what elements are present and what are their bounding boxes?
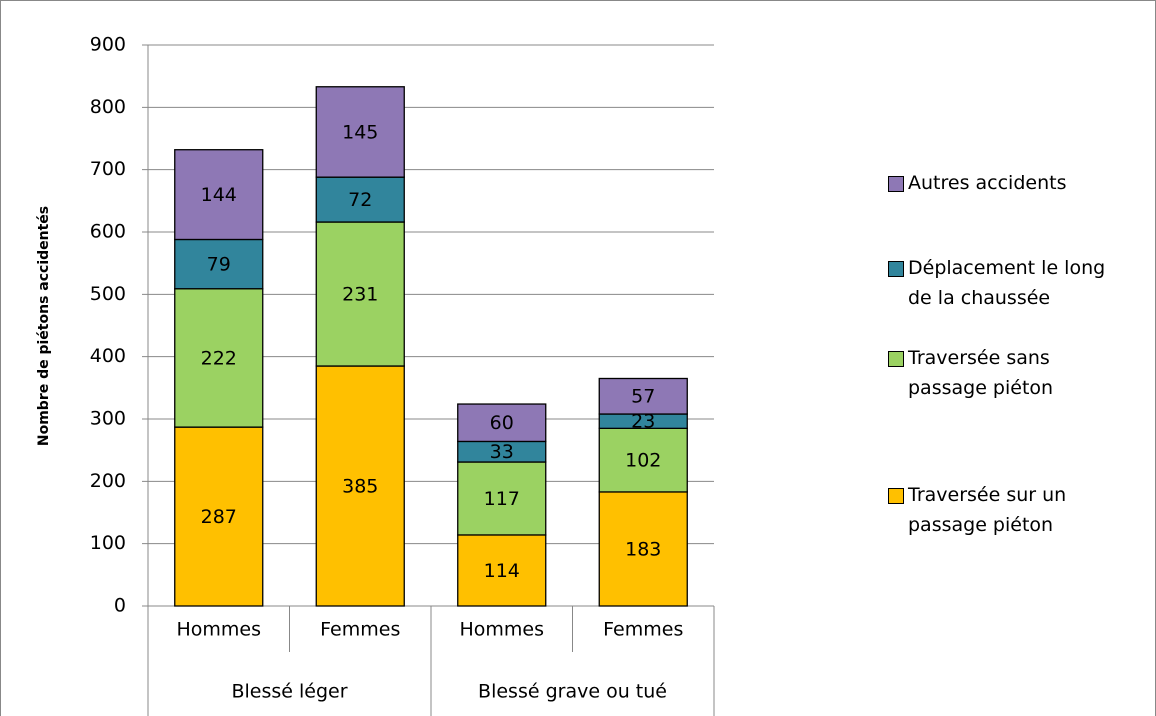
- bar-segment: [174, 149, 264, 241]
- y-tick-label: 300: [90, 408, 126, 430]
- y-tick-label: 600: [90, 221, 126, 243]
- x-tick-label: Hommes: [176, 619, 261, 641]
- group-label: Blessé léger: [231, 681, 347, 703]
- x-tick-label: Hommes: [459, 619, 544, 641]
- legend-swatch: [888, 488, 904, 504]
- y-tick-label: 800: [90, 96, 126, 118]
- legend-item: Traversée sans passage piéton: [888, 343, 1128, 403]
- legend-label: Traversée sans passage piéton: [908, 347, 1054, 399]
- data-label: 385: [342, 476, 378, 498]
- y-tick-label: 0: [114, 595, 126, 617]
- legend-item: Autres accidents: [888, 168, 1128, 198]
- bar-segment: [174, 288, 264, 428]
- bar-segment: [315, 176, 405, 223]
- y-tick-label: 500: [90, 283, 126, 305]
- group-label: Blessé grave ou tué: [478, 681, 667, 703]
- data-label: 72: [348, 189, 372, 211]
- data-label: 57: [631, 386, 655, 408]
- legend-swatch: [888, 261, 904, 277]
- legend-swatch: [888, 176, 904, 192]
- legend-item: Déplacement le long de la chaussée: [888, 253, 1128, 313]
- data-label: 231: [342, 284, 378, 306]
- x-tick-label: Femmes: [320, 619, 400, 641]
- y-tick-label: 700: [90, 158, 126, 180]
- legend-label: Traversée sur un passage piéton: [908, 484, 1067, 536]
- legend-item: Traversée sur un passage piéton: [888, 480, 1128, 540]
- data-label: 117: [484, 488, 520, 510]
- y-tick-label: 100: [90, 532, 126, 554]
- data-label: 144: [201, 184, 237, 206]
- bar-segment: [315, 221, 405, 367]
- data-label: 79: [207, 254, 231, 276]
- y-tick-label: 200: [90, 470, 126, 492]
- y-tick-label: 400: [90, 345, 126, 367]
- data-label: 60: [490, 412, 514, 434]
- data-label: 183: [625, 538, 661, 560]
- data-label: 102: [625, 450, 661, 472]
- data-label: 23: [631, 411, 655, 433]
- data-label: 287: [201, 506, 237, 528]
- bar-segment: [315, 86, 405, 178]
- bar-segment: [598, 491, 688, 607]
- bar-segment: [315, 365, 405, 607]
- data-label: 145: [342, 121, 378, 143]
- bar-segment: [174, 426, 264, 607]
- bar-segment: [457, 403, 547, 443]
- data-label: 114: [484, 560, 520, 582]
- data-label: 222: [201, 347, 237, 369]
- legend-label: Autres accidents: [908, 172, 1067, 194]
- data-label: 33: [490, 441, 514, 463]
- legend-swatch: [888, 351, 904, 367]
- y-axis-label: Nombre de piétons accidentés: [36, 206, 52, 446]
- bar-segment: [598, 377, 688, 415]
- legend-label: Déplacement le long de la chaussée: [908, 257, 1106, 309]
- y-tick-label: 900: [90, 34, 126, 56]
- bar-segment: [457, 534, 547, 607]
- x-tick-label: Femmes: [603, 619, 683, 641]
